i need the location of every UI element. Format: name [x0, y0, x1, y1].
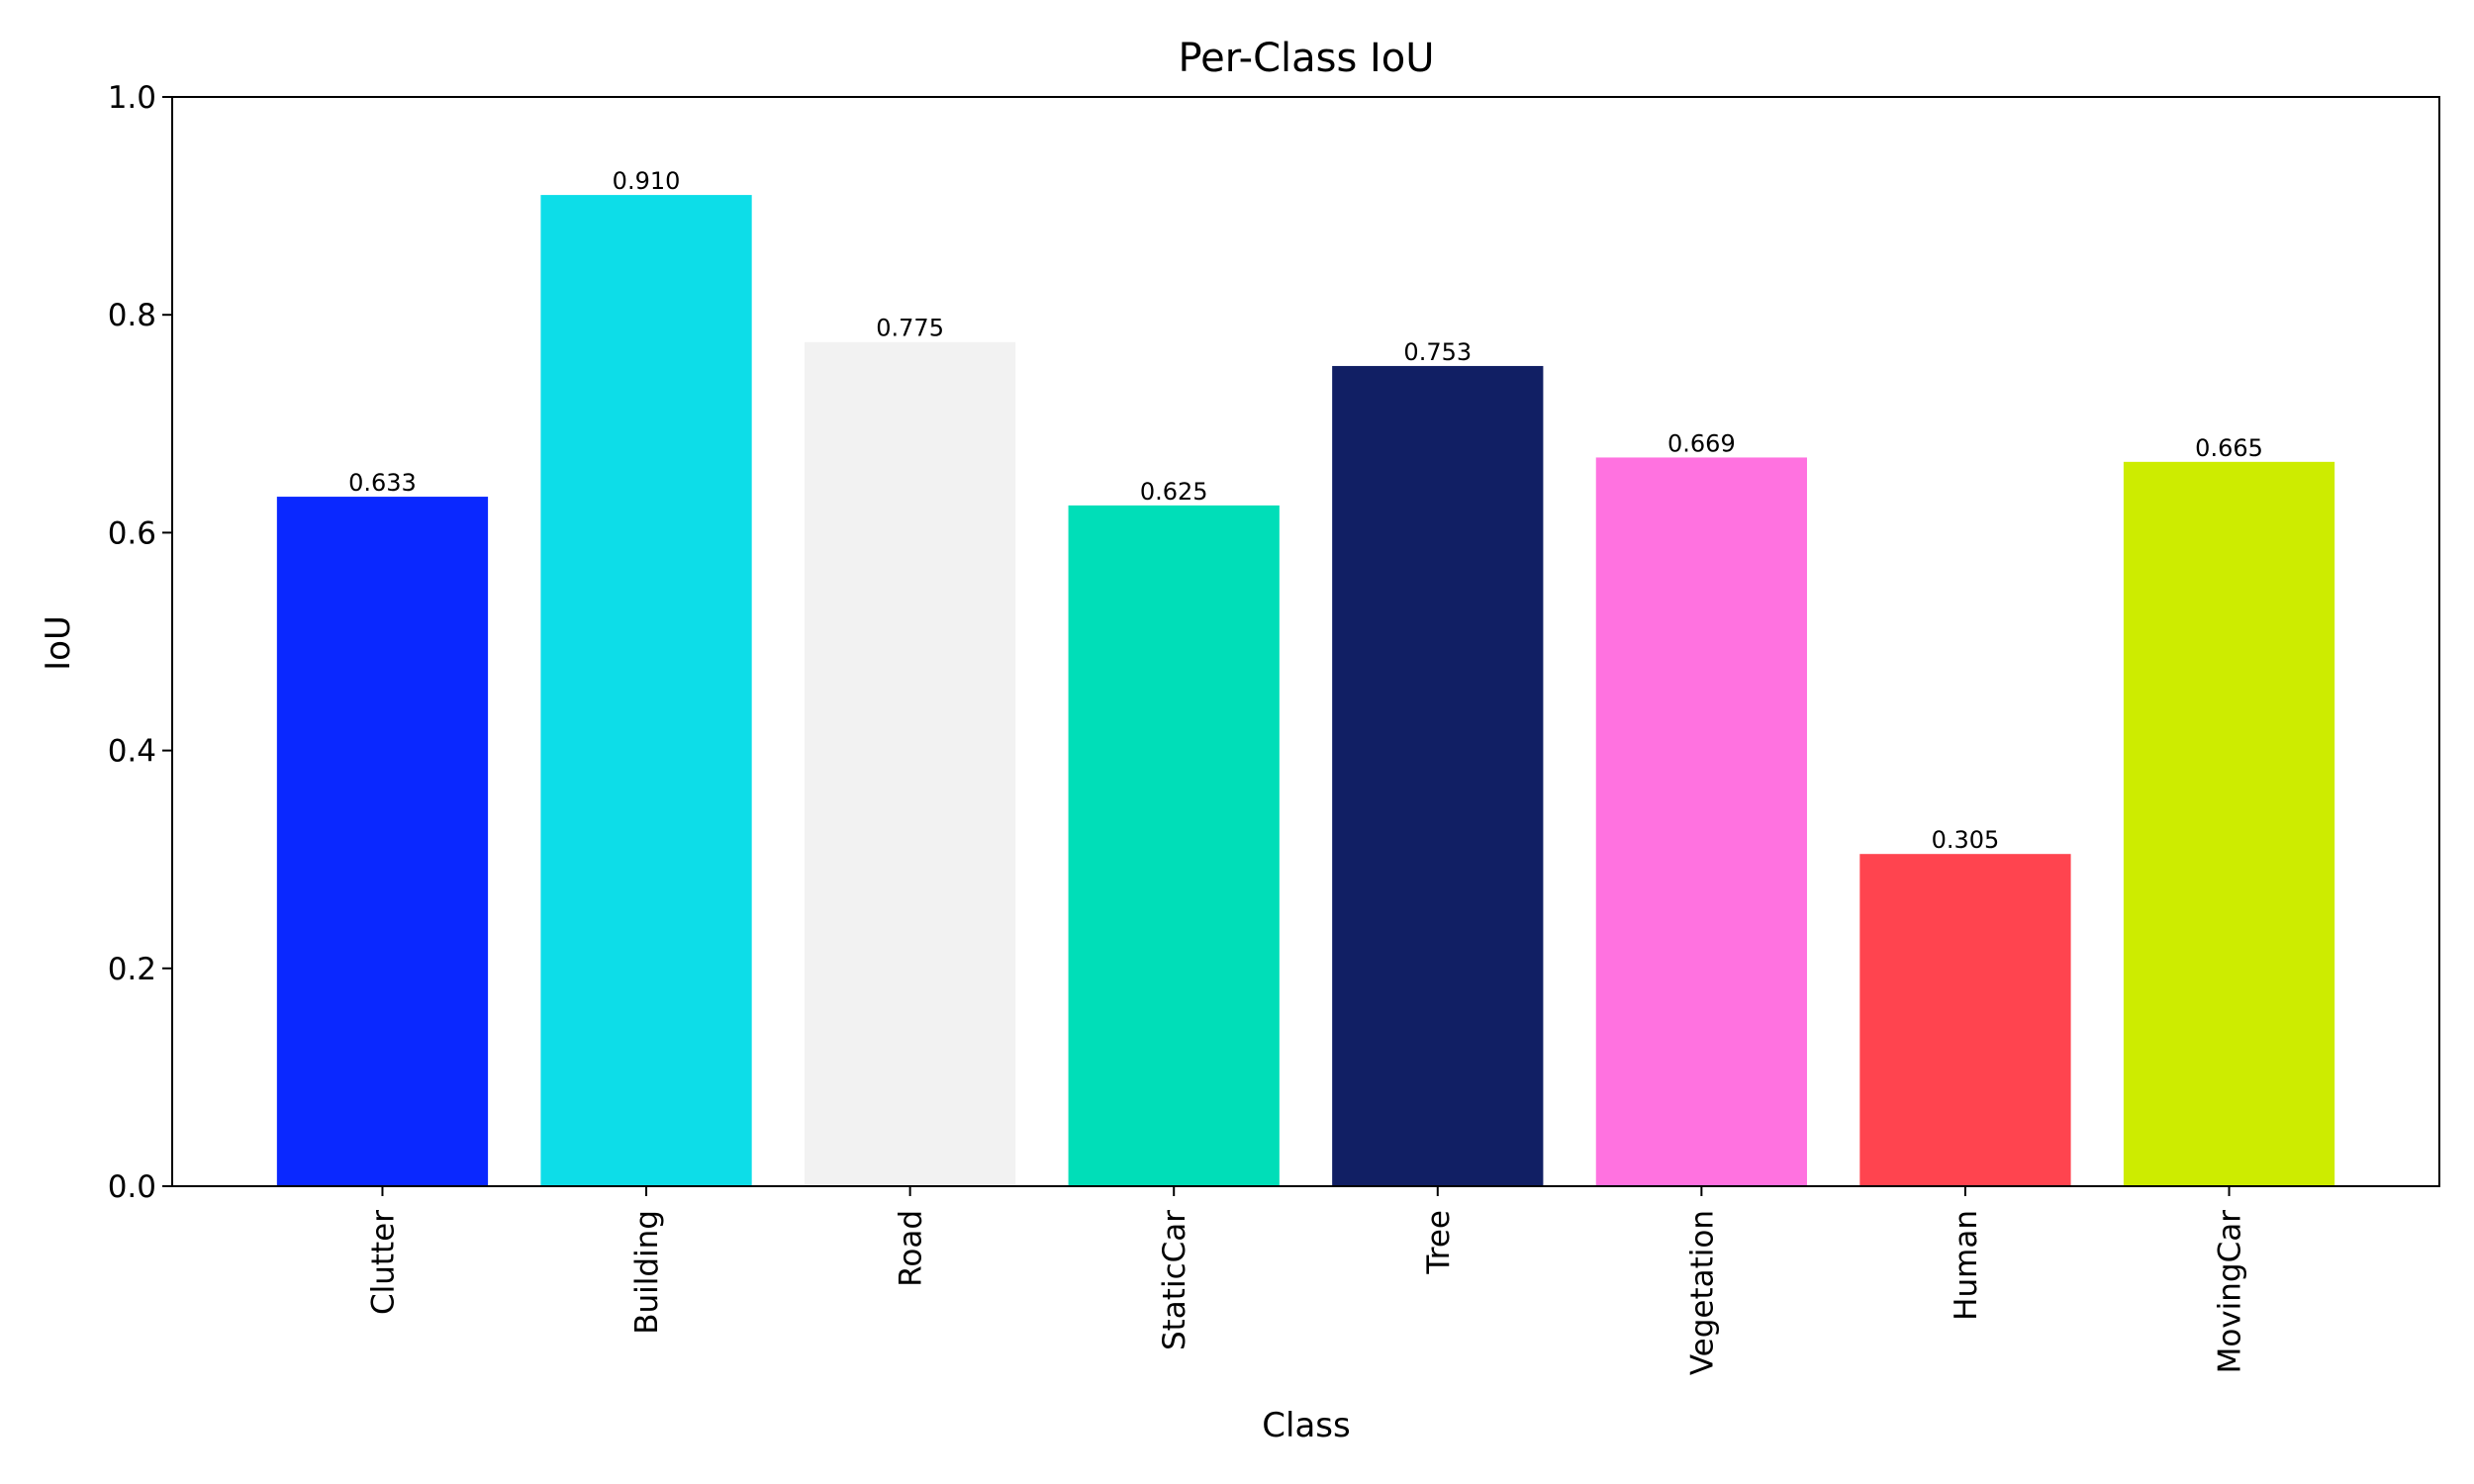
x-axis-label: Class [1262, 1406, 1350, 1445]
bar [2123, 461, 2335, 1187]
x-tick-label: Human [1949, 1210, 1984, 1321]
value-label: 0.633 [348, 469, 417, 497]
plot-frame [171, 96, 2440, 1187]
x-tick-label: Building [629, 1210, 665, 1335]
chart-title: Per-Class IoU [1178, 36, 1434, 81]
x-tick-label: Road [894, 1210, 929, 1287]
value-label: 0.753 [1403, 338, 1472, 366]
x-tick-label: MovingCar [2213, 1210, 2248, 1374]
bar [540, 195, 752, 1187]
y-tick-label: 0.8 [108, 298, 156, 333]
x-tick-label: Vegetation [1684, 1210, 1720, 1375]
value-label: 0.625 [1140, 478, 1208, 506]
y-tick-label: 0.4 [108, 734, 156, 770]
value-label: 0.305 [1932, 826, 2000, 854]
x-tick-label: Clutter [365, 1210, 401, 1315]
y-tick-label: 1.0 [108, 80, 156, 116]
bar [276, 497, 489, 1186]
bar [804, 341, 1016, 1187]
x-tick-label: StaticCar [1157, 1210, 1192, 1350]
x-tick-label: Tree [1421, 1210, 1457, 1275]
value-label: 0.910 [613, 167, 681, 195]
value-label: 0.669 [1667, 429, 1736, 457]
bar [1068, 505, 1280, 1186]
y-tick-label: 0.0 [108, 1169, 156, 1205]
bar [1595, 457, 1808, 1186]
bar [1332, 365, 1544, 1186]
y-axis-label: IoU [39, 615, 78, 671]
y-tick-label: 0.6 [108, 515, 156, 551]
value-label: 0.775 [876, 315, 944, 342]
value-label: 0.665 [2195, 434, 2263, 462]
y-tick-label: 0.2 [108, 952, 156, 987]
bar [1859, 854, 2071, 1186]
